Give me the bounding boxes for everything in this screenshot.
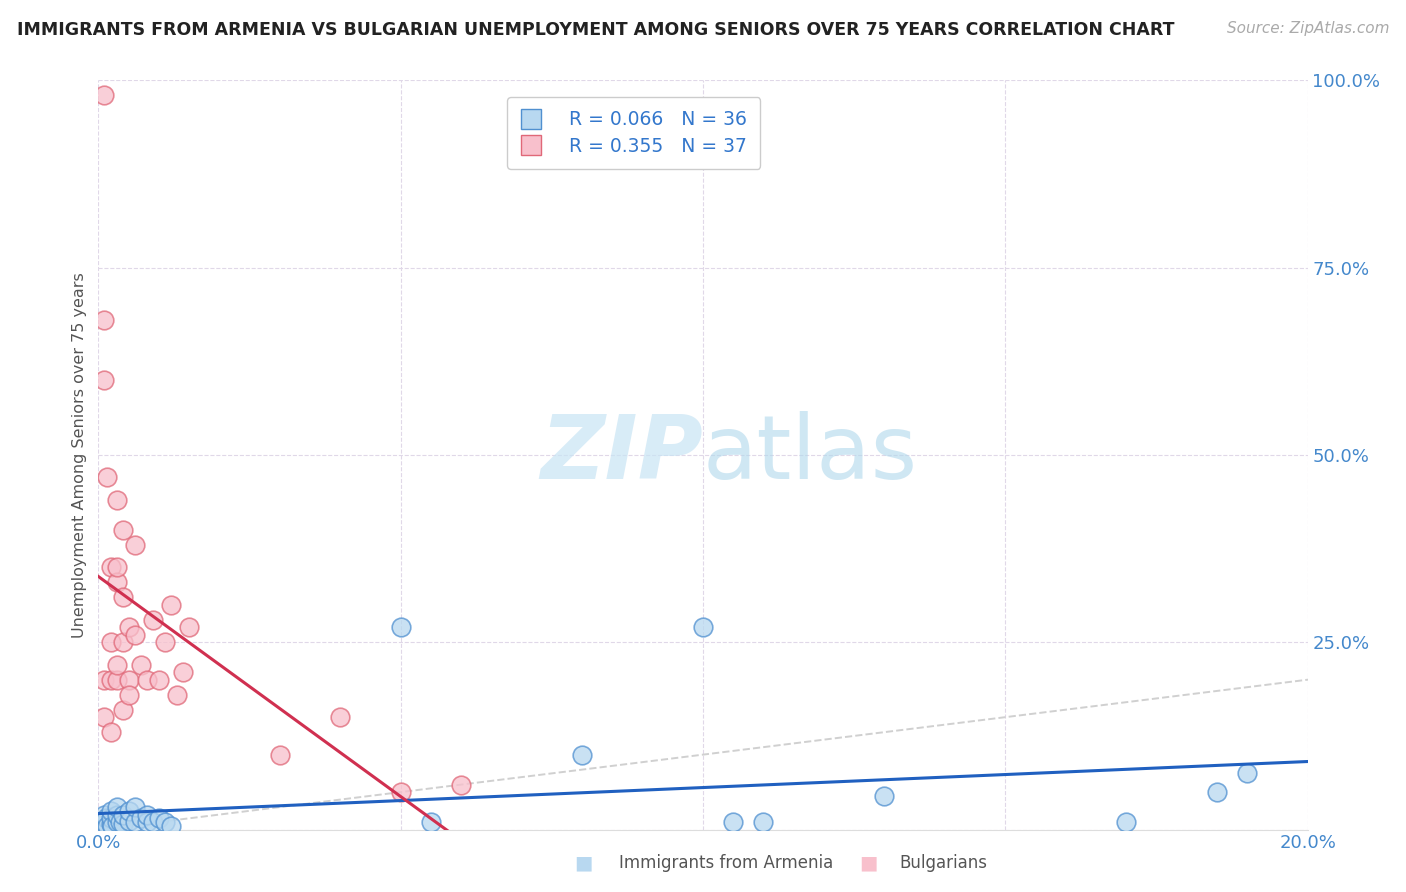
Point [160, 598, 183, 612]
Point [111, 703, 134, 717]
Point [93, 807, 115, 822]
Point [153, 815, 176, 830]
Point [172, 665, 194, 680]
Point [135, 815, 157, 830]
Point [105, 575, 128, 590]
Point [111, 523, 134, 537]
Text: Bulgarians: Bulgarians [900, 855, 988, 872]
Point [389, 620, 412, 634]
Point [692, 620, 714, 634]
Text: ■: ■ [574, 854, 593, 872]
Point [166, 688, 188, 702]
Point [100, 725, 122, 739]
Point [94, 811, 117, 825]
Point [100, 673, 122, 687]
Text: ZIP: ZIP [540, 411, 703, 499]
Point [118, 688, 141, 702]
Point [96, 819, 118, 833]
Point [148, 811, 170, 825]
Point [124, 628, 146, 642]
Point [129, 657, 152, 672]
Point [118, 804, 141, 818]
Text: IMMIGRANTS FROM ARMENIA VS BULGARIAN UNEMPLOYMENT AMONG SENIORS OVER 75 YEARS CO: IMMIGRANTS FROM ARMENIA VS BULGARIAN UNE… [17, 21, 1174, 38]
Point [100, 816, 122, 830]
Point [105, 815, 128, 830]
Point [160, 819, 183, 833]
Point [450, 778, 472, 792]
Point [93, 710, 115, 724]
Point [389, 785, 412, 799]
Text: Immigrants from Armenia: Immigrants from Armenia [619, 855, 832, 872]
Point [93, 313, 115, 327]
Point [118, 673, 141, 687]
Point [1236, 766, 1258, 780]
Point [111, 807, 134, 822]
Point [96, 470, 118, 484]
Point [111, 816, 134, 830]
Point [1115, 815, 1137, 830]
Point [118, 814, 141, 828]
Point [93, 815, 115, 830]
Point [105, 560, 128, 574]
Point [105, 657, 128, 672]
Point [124, 815, 146, 830]
Point [100, 819, 122, 833]
Point [111, 591, 134, 605]
Point [571, 747, 593, 762]
Point [873, 789, 896, 803]
Point [135, 673, 157, 687]
Point [100, 804, 122, 818]
Point [93, 88, 115, 103]
Point [105, 807, 128, 822]
Point [105, 673, 128, 687]
Point [100, 635, 122, 649]
Point [105, 492, 128, 507]
Point [420, 815, 443, 830]
Text: ■: ■ [859, 854, 879, 872]
Point [100, 811, 122, 825]
Point [90, 819, 112, 833]
Point [124, 538, 146, 552]
Point [118, 620, 141, 634]
Point [179, 620, 201, 634]
Text: atlas: atlas [703, 411, 918, 499]
Point [723, 815, 745, 830]
Point [100, 560, 122, 574]
Point [108, 815, 131, 830]
Point [148, 673, 170, 687]
Point [111, 635, 134, 649]
Point [329, 710, 352, 724]
Point [269, 747, 291, 762]
Point [1206, 785, 1229, 799]
Point [142, 613, 165, 627]
Point [752, 815, 775, 830]
Text: Source: ZipAtlas.com: Source: ZipAtlas.com [1226, 21, 1389, 36]
Point [153, 635, 176, 649]
Point [124, 800, 146, 814]
Point [93, 373, 115, 387]
Y-axis label: Unemployment Among Seniors over 75 years: Unemployment Among Seniors over 75 years [72, 272, 87, 638]
Point [105, 800, 128, 814]
Point [129, 811, 152, 825]
Point [142, 815, 165, 830]
Legend:   R = 0.066   N = 36,   R = 0.355   N = 37: R = 0.066 N = 36, R = 0.355 N = 37 [506, 97, 761, 169]
Point [93, 673, 115, 687]
Point [135, 807, 157, 822]
